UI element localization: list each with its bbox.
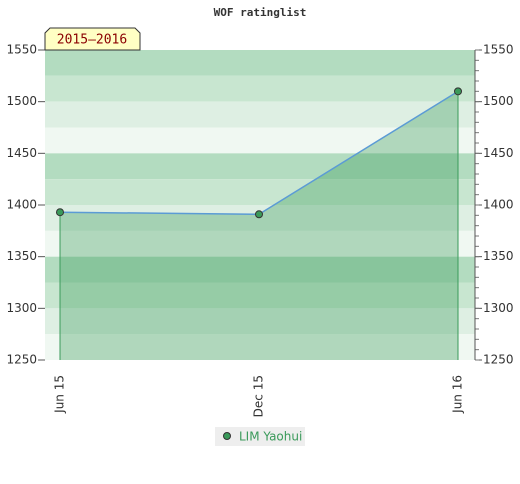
y-tick-label: 1400	[6, 198, 37, 212]
y-tick-label: 1300	[6, 301, 37, 315]
background-band	[45, 101, 475, 128]
y2-tick-label: 1450	[483, 146, 514, 160]
y-tick-label: 1250	[6, 353, 37, 367]
background-band	[45, 127, 475, 154]
legend-box	[215, 427, 305, 446]
annotation-box	[44, 27, 141, 51]
legend-label: LIM Yaohui	[239, 430, 302, 444]
x-tick-label: Dec 15	[252, 375, 266, 417]
background-band	[45, 308, 475, 335]
y2-tick-label: 1300	[483, 301, 514, 315]
x-tick-label: Jun 15	[53, 375, 67, 414]
background-band	[45, 282, 475, 309]
area	[60, 91, 458, 360]
y-tick-label: 1450	[6, 146, 37, 160]
y-tick-label: 1550	[6, 43, 37, 57]
y2-tick-label: 1350	[483, 249, 514, 263]
y2-tick-label: 1550	[483, 43, 514, 57]
legend-marker	[223, 432, 231, 440]
chart-title: WOF ratinglist	[214, 6, 307, 19]
annotation: 2015–2016	[57, 33, 127, 48]
background-band	[45, 75, 475, 102]
y2-tick-label: 1500	[483, 94, 514, 108]
y2-tick-label: 1250	[483, 353, 514, 367]
point	[255, 210, 263, 219]
background-band	[45, 230, 475, 257]
y-tick-label: 1350	[6, 249, 37, 263]
background-band	[45, 179, 475, 205]
background-band	[45, 50, 475, 76]
x-tick-label: Jun 16	[451, 375, 465, 414]
background-band	[45, 153, 475, 180]
background-band	[45, 334, 475, 360]
background-band	[45, 256, 475, 283]
point	[454, 87, 462, 96]
y-tick-label: 1500	[6, 94, 37, 108]
y2-tick-label: 1400	[483, 198, 514, 212]
point	[56, 208, 64, 217]
